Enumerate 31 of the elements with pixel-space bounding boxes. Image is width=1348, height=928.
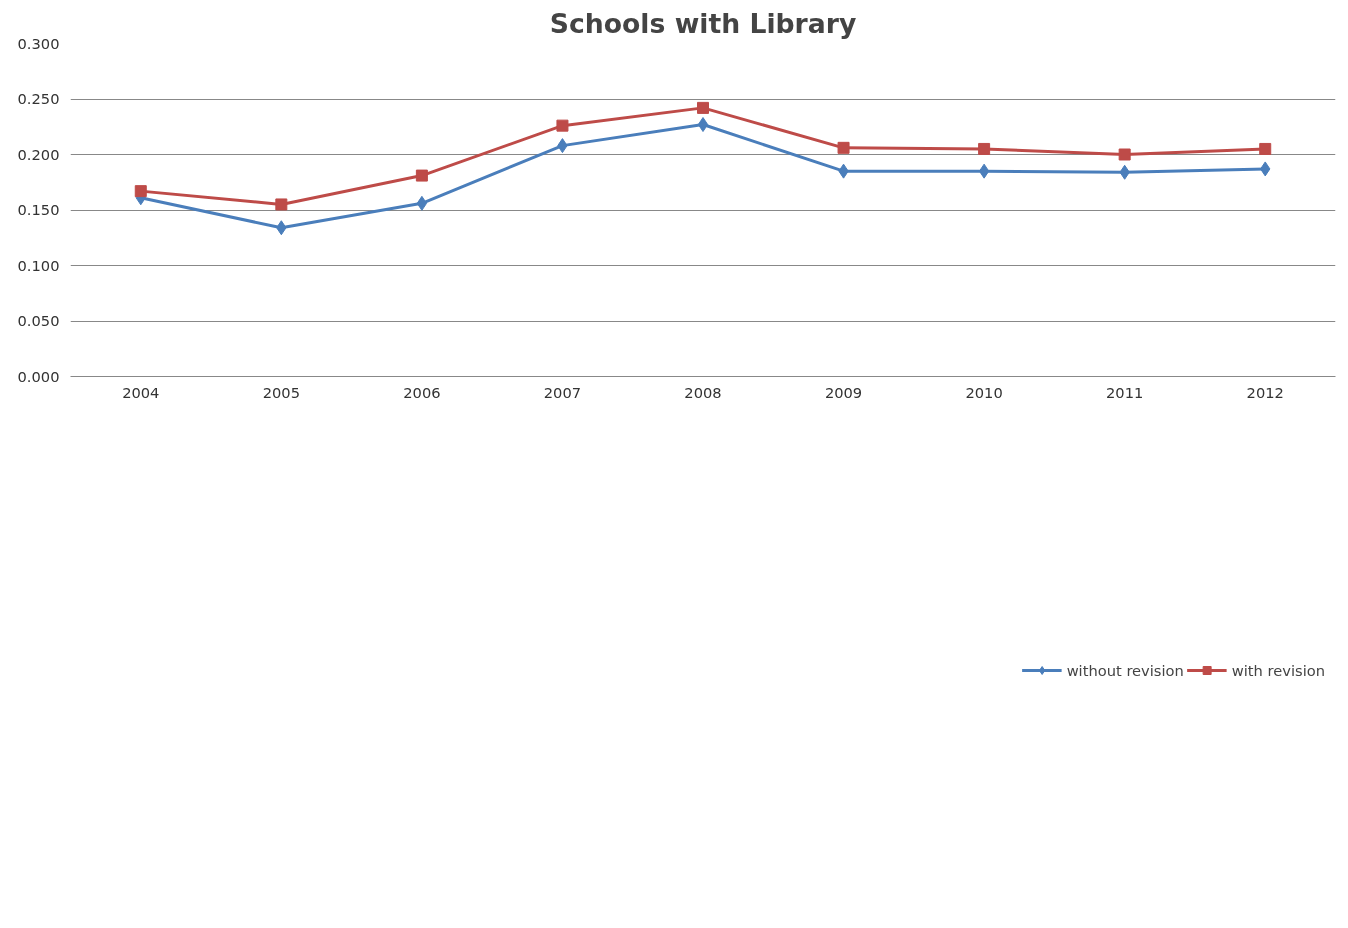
- legend-label: without revision: [1066, 661, 1184, 679]
- point: [416, 195, 428, 211]
- x-tick-label: 2004: [122, 383, 160, 401]
- point: [556, 119, 569, 132]
- point: [1118, 148, 1131, 161]
- x-tick-label: 2011: [1106, 383, 1144, 401]
- point: [837, 141, 850, 154]
- point: [697, 117, 709, 133]
- y-tick-label: 0.300: [17, 34, 60, 52]
- point: [1259, 142, 1272, 155]
- chart-title: Schools with Library: [549, 7, 857, 39]
- x-tick-label: 2010: [965, 383, 1003, 401]
- y-tick-label: 0.200: [17, 145, 60, 163]
- point: [134, 185, 147, 198]
- y-tick-label: 0.100: [17, 256, 60, 274]
- x-tick-label: 2005: [262, 383, 300, 401]
- y-tick-label: 0.050: [17, 312, 60, 329]
- legend-label: with revision: [1231, 661, 1325, 679]
- point: [415, 169, 428, 182]
- x-tick-label: 2009: [824, 383, 863, 401]
- y-tick-label: 0.150: [17, 201, 60, 218]
- y-tick-label: 0.250: [17, 90, 60, 107]
- point: [697, 101, 709, 114]
- y-tick-label: 0.000: [17, 367, 60, 385]
- point: [978, 142, 991, 155]
- point: [978, 163, 990, 179]
- x-tick-label: 2007: [543, 383, 582, 401]
- point: [275, 198, 288, 211]
- x-tick-label: 2012: [1246, 383, 1284, 401]
- x-tick-label: 2006: [403, 383, 441, 401]
- x-tick-label: 2008: [684, 383, 722, 401]
